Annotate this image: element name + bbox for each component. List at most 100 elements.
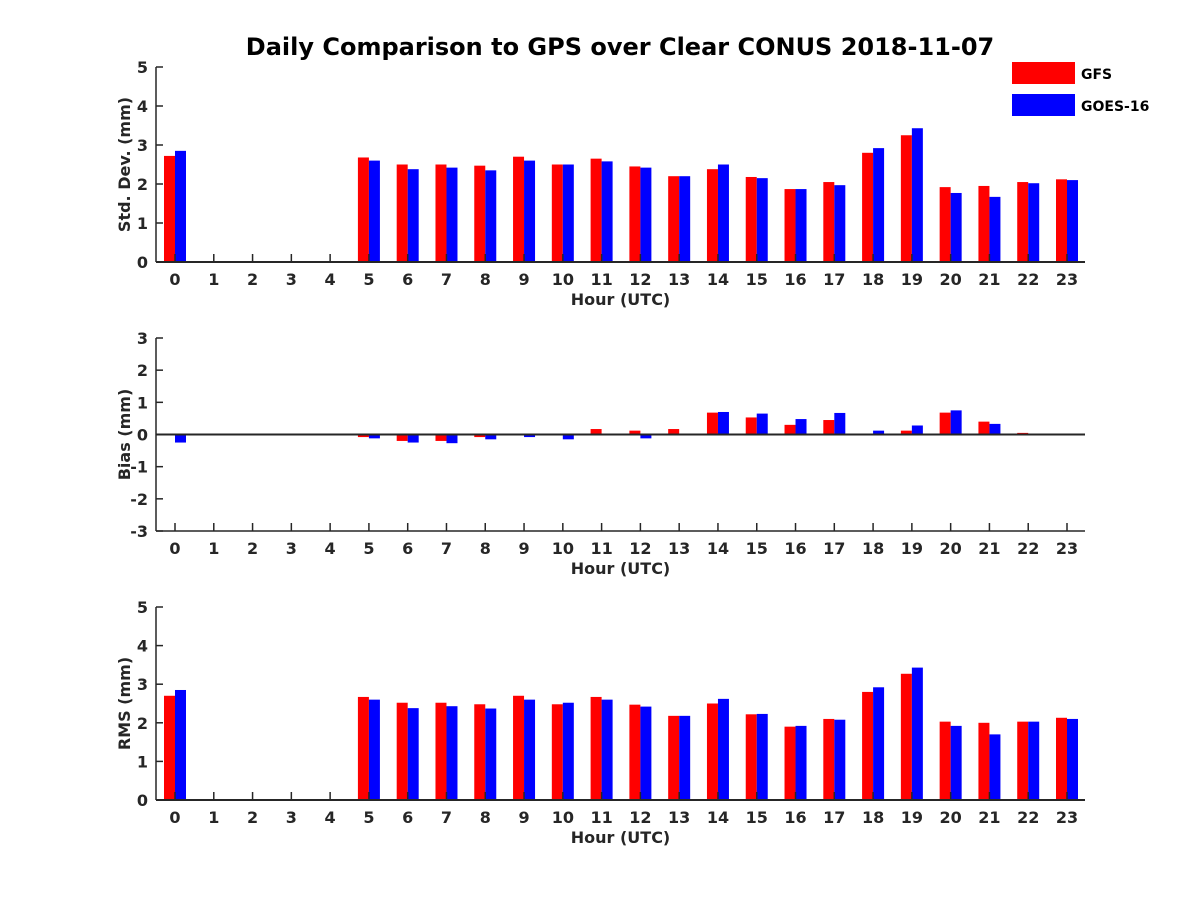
x-tick-label-hour-9: 9 — [518, 539, 529, 558]
x-tick-label-hour-5: 5 — [363, 808, 374, 827]
bar-goes16-hour-8 — [485, 708, 497, 800]
y-tick-label: 1 — [137, 214, 148, 233]
bar-goes16-hour-15 — [756, 713, 768, 800]
y-tick-label: 0 — [137, 253, 148, 272]
y-tick-label: -2 — [130, 490, 148, 509]
x-tick-label-hour-10: 10 — [552, 808, 574, 827]
y-tick-label: 5 — [137, 598, 148, 617]
bar-gfs-hour-8 — [474, 165, 486, 262]
x-tick-label-hour-4: 4 — [325, 539, 336, 558]
bar-gfs-hour-21 — [978, 722, 990, 800]
x-tick-label-hour-9: 9 — [518, 270, 529, 289]
bar-gfs-hour-19 — [900, 673, 912, 800]
x-tick-label-hour-18: 18 — [862, 270, 884, 289]
bar-goes16-hour-21 — [989, 423, 1001, 435]
x-tick-label-hour-6: 6 — [402, 270, 413, 289]
bar-gfs-hour-22 — [1017, 182, 1029, 262]
bar-goes16-hour-0 — [175, 150, 186, 262]
x-tick-label-hour-8: 8 — [480, 808, 491, 827]
bar-gfs-hour-5 — [357, 434, 369, 438]
x-tick-label-hour-1: 1 — [208, 270, 219, 289]
bar-goes16-hour-16 — [795, 419, 807, 435]
x-tick-label-hour-13: 13 — [668, 808, 690, 827]
x-tick-label-hour-10: 10 — [552, 270, 574, 289]
x-tick-label-hour-19: 19 — [901, 539, 923, 558]
bar-gfs-hour-21 — [978, 421, 990, 435]
x-tick-label-hour-12: 12 — [629, 270, 651, 289]
chart-title: Daily Comparison to GPS over Clear CONUS… — [246, 33, 994, 61]
y-tick-label: -3 — [130, 522, 148, 541]
bar-gfs-hour-22 — [1017, 721, 1029, 800]
x-tick-label-hour-3: 3 — [286, 270, 297, 289]
x-tick-label-hour-9: 9 — [518, 808, 529, 827]
bar-goes16-hour-7 — [446, 706, 458, 800]
bar-gfs-hour-7 — [435, 164, 447, 262]
bar-gfs-hour-17 — [823, 182, 835, 262]
bar-goes16-hour-8 — [485, 434, 497, 440]
y-tick-label: 3 — [137, 675, 148, 694]
bar-goes16-hour-0 — [175, 689, 186, 800]
y-axis-label: Std. Dev. (mm) — [115, 97, 134, 232]
bar-goes16-hour-6 — [407, 708, 419, 800]
bar-goes16-hour-7 — [446, 167, 458, 262]
y-axis-label: RMS (mm) — [115, 657, 134, 750]
x-tick-label-hour-7: 7 — [441, 270, 452, 289]
bar-gfs-hour-7 — [435, 434, 447, 441]
y-tick-label: 5 — [137, 58, 148, 77]
y-tick-label: 3 — [137, 136, 148, 155]
bar-goes16-hour-22 — [1028, 721, 1040, 800]
bar-gfs-hour-5 — [357, 696, 369, 800]
x-tick-label-hour-15: 15 — [746, 270, 768, 289]
bar-goes16-hour-5 — [368, 434, 380, 439]
y-tick-label: 4 — [137, 637, 148, 656]
x-tick-label-hour-13: 13 — [668, 539, 690, 558]
bar-gfs-hour-11 — [590, 429, 602, 435]
x-tick-label-hour-3: 3 — [286, 808, 297, 827]
x-tick-label-hour-8: 8 — [480, 270, 491, 289]
bar-goes16-hour-16 — [795, 725, 807, 800]
bar-goes16-hour-18 — [873, 430, 885, 435]
bar-goes16-hour-9 — [524, 160, 536, 262]
x-tick-label-hour-13: 13 — [668, 270, 690, 289]
y-tick-label: 0 — [137, 791, 148, 810]
bar-goes16-hour-7 — [446, 434, 458, 444]
x-tick-label-hour-5: 5 — [363, 270, 374, 289]
bar-gfs-hour-10 — [551, 164, 563, 262]
bar-gfs-hour-21 — [978, 185, 990, 262]
x-tick-label-hour-7: 7 — [441, 808, 452, 827]
x-tick-label-hour-16: 16 — [784, 270, 806, 289]
bar-goes16-hour-23 — [1067, 180, 1078, 262]
x-tick-label-hour-19: 19 — [901, 808, 923, 827]
bar-goes16-hour-19 — [911, 667, 923, 800]
bar-goes16-hour-12 — [640, 167, 652, 262]
bar-gfs-hour-7 — [435, 702, 447, 800]
x-tick-label-hour-21: 21 — [978, 270, 1000, 289]
x-tick-label-hour-23: 23 — [1056, 808, 1078, 827]
y-axis-label: Bias (mm) — [115, 389, 134, 481]
bar-gfs-hour-20 — [939, 412, 951, 435]
x-tick-label-hour-22: 22 — [1017, 539, 1039, 558]
x-axis-label: Hour (UTC) — [571, 290, 671, 309]
bar-gfs-hour-13 — [668, 715, 680, 800]
bar-gfs-hour-11 — [590, 158, 602, 262]
bar-goes16-hour-10 — [562, 164, 574, 262]
x-tick-label-hour-15: 15 — [746, 539, 768, 558]
x-axis-label: Hour (UTC) — [571, 828, 671, 847]
bar-goes16-hour-11 — [601, 161, 613, 262]
bar-goes16-hour-21 — [989, 196, 1001, 262]
bar-gfs-hour-17 — [823, 718, 835, 800]
bar-goes16-hour-13 — [679, 176, 691, 262]
bar-goes16-hour-10 — [562, 702, 574, 800]
bar-gfs-hour-6 — [396, 164, 408, 262]
bar-goes16-hour-15 — [756, 413, 768, 435]
x-tick-label-hour-22: 22 — [1017, 808, 1039, 827]
bar-goes16-hour-16 — [795, 189, 807, 262]
x-tick-label-hour-11: 11 — [590, 270, 612, 289]
bar-goes16-hour-14 — [717, 411, 729, 435]
bar-goes16-hour-5 — [368, 160, 380, 262]
legend-swatch-goes16 — [1012, 94, 1075, 116]
x-tick-label-hour-21: 21 — [978, 808, 1000, 827]
